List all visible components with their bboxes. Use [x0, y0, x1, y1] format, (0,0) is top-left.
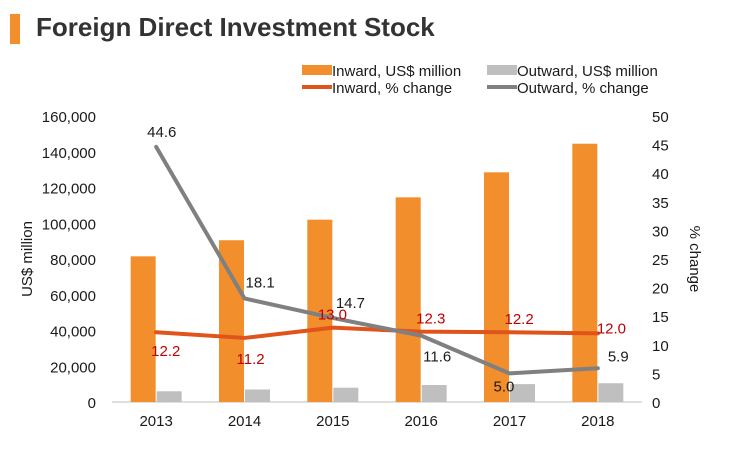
- y2-tick-label: 10: [652, 338, 669, 355]
- inward-bar: [395, 197, 421, 402]
- y2-tick-label: 30: [652, 223, 669, 240]
- y2-tick-label: 35: [652, 195, 669, 212]
- outward-change-label: 5.9: [608, 348, 629, 365]
- outward-change-label: 5.0: [494, 378, 515, 395]
- outward-change-label: 14.7: [336, 295, 365, 312]
- y2-tick-label: 50: [652, 109, 669, 126]
- y2-tick-label: 5: [652, 366, 660, 383]
- outward-change-label: 11.6: [423, 349, 451, 366]
- chart-title: Foreign Direct Investment Stock: [36, 12, 435, 42]
- inward-bar: [219, 240, 244, 402]
- outward-bar: [510, 384, 535, 402]
- legend-outward-bar-swatch: [487, 65, 517, 75]
- title-accent-bar: [10, 14, 20, 44]
- y-tick-label: 60,000: [50, 288, 96, 305]
- y-tick-label: 160,000: [42, 109, 96, 126]
- x-tick-label: 2017: [493, 413, 526, 430]
- inward-bar: [130, 256, 156, 402]
- inward-change-label: 13.0: [318, 307, 347, 324]
- inward-change-label: 11.2: [237, 351, 265, 368]
- outward-change-label: 44.6: [147, 124, 176, 141]
- y2-tick-label: 0: [652, 395, 660, 412]
- x-tick-label: 2014: [228, 413, 261, 430]
- y2-tick-label: 45: [652, 138, 669, 155]
- y2-tick-label: 40: [652, 166, 669, 183]
- x-tick-label: 2018: [581, 413, 614, 430]
- y-tick-label: 20,000: [50, 359, 96, 376]
- legend-outward-line-label: Outward, % change: [517, 80, 649, 97]
- inward-bar: [307, 219, 333, 402]
- inward-change-label: 12.2: [505, 311, 534, 328]
- outward-bar: [333, 387, 359, 402]
- y2-axis-title: % change: [686, 226, 703, 293]
- legend-inward-bar-label: Inward, US$ million: [332, 63, 461, 80]
- y-tick-label: 100,000: [42, 216, 96, 233]
- legend-inward-bar-swatch: [302, 65, 332, 75]
- y-tick-label: 120,000: [42, 181, 96, 198]
- outward-bar: [156, 391, 182, 402]
- x-tick-label: 2015: [316, 413, 349, 430]
- inward-change-label: 12.0: [597, 320, 626, 337]
- y-axis-title: US$ million: [19, 221, 36, 297]
- y-tick-label: 0: [88, 395, 96, 412]
- outward-bar: [598, 383, 624, 402]
- y-tick-label: 80,000: [50, 252, 96, 269]
- inward-bar: [572, 143, 598, 403]
- x-tick-label: 2013: [139, 413, 172, 430]
- y2-tick-label: 20: [652, 281, 669, 298]
- y-tick-label: 40,000: [50, 324, 96, 341]
- y-tick-label: 140,000: [42, 145, 96, 162]
- legend-outward-bar-label: Outward, US$ million: [517, 63, 658, 80]
- inward-change-label: 12.3: [416, 311, 445, 328]
- outward-change-label: 18.1: [246, 274, 275, 291]
- y2-tick-label: 25: [652, 252, 669, 269]
- outward-bar: [421, 385, 447, 402]
- legend-inward-line-label: Inward, % change: [332, 80, 452, 97]
- inward-change-label: 12.2: [151, 343, 180, 360]
- y2-tick-label: 15: [652, 309, 669, 326]
- outward-bar: [245, 389, 270, 402]
- outward-change-line: [154, 144, 600, 376]
- inward-change-line: [154, 325, 600, 340]
- x-tick-label: 2016: [404, 413, 437, 430]
